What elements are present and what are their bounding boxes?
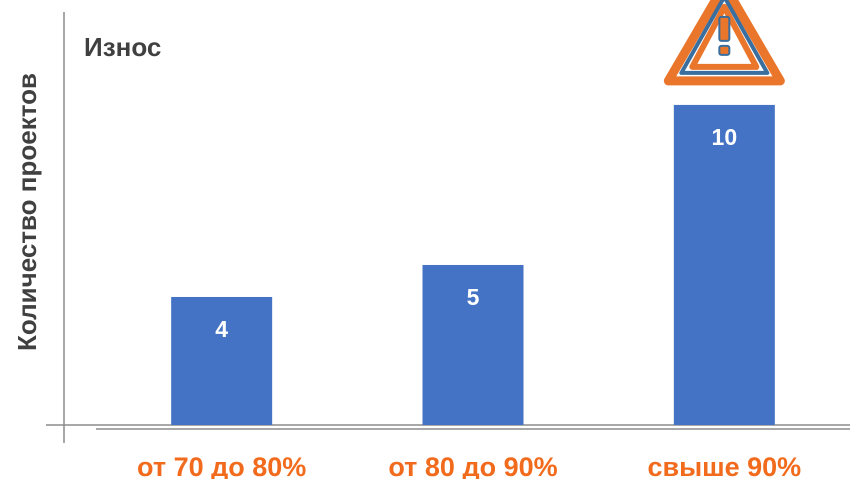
warning-triangle-icon (663, 0, 785, 86)
category-label-3: свыше 90% (647, 452, 801, 479)
bar-value-label-3: 10 (712, 124, 738, 150)
bar-2 (422, 264, 524, 425)
bar-1 (171, 296, 273, 425)
y-axis-label: Количество проектов (12, 73, 42, 351)
bars-group: 4 5 10 (171, 104, 775, 426)
category-label-2: от 80 до 90% (388, 452, 557, 479)
bar-value-label-1: 4 (215, 316, 228, 342)
bar-3 (673, 104, 775, 426)
chart-title: Износ (84, 32, 161, 62)
bar-value-label-2: 5 (467, 284, 480, 310)
category-label-1: от 70 до 80% (137, 452, 306, 479)
category-labels: от 70 до 80% от 80 до 90% свыше 90% (137, 452, 801, 479)
